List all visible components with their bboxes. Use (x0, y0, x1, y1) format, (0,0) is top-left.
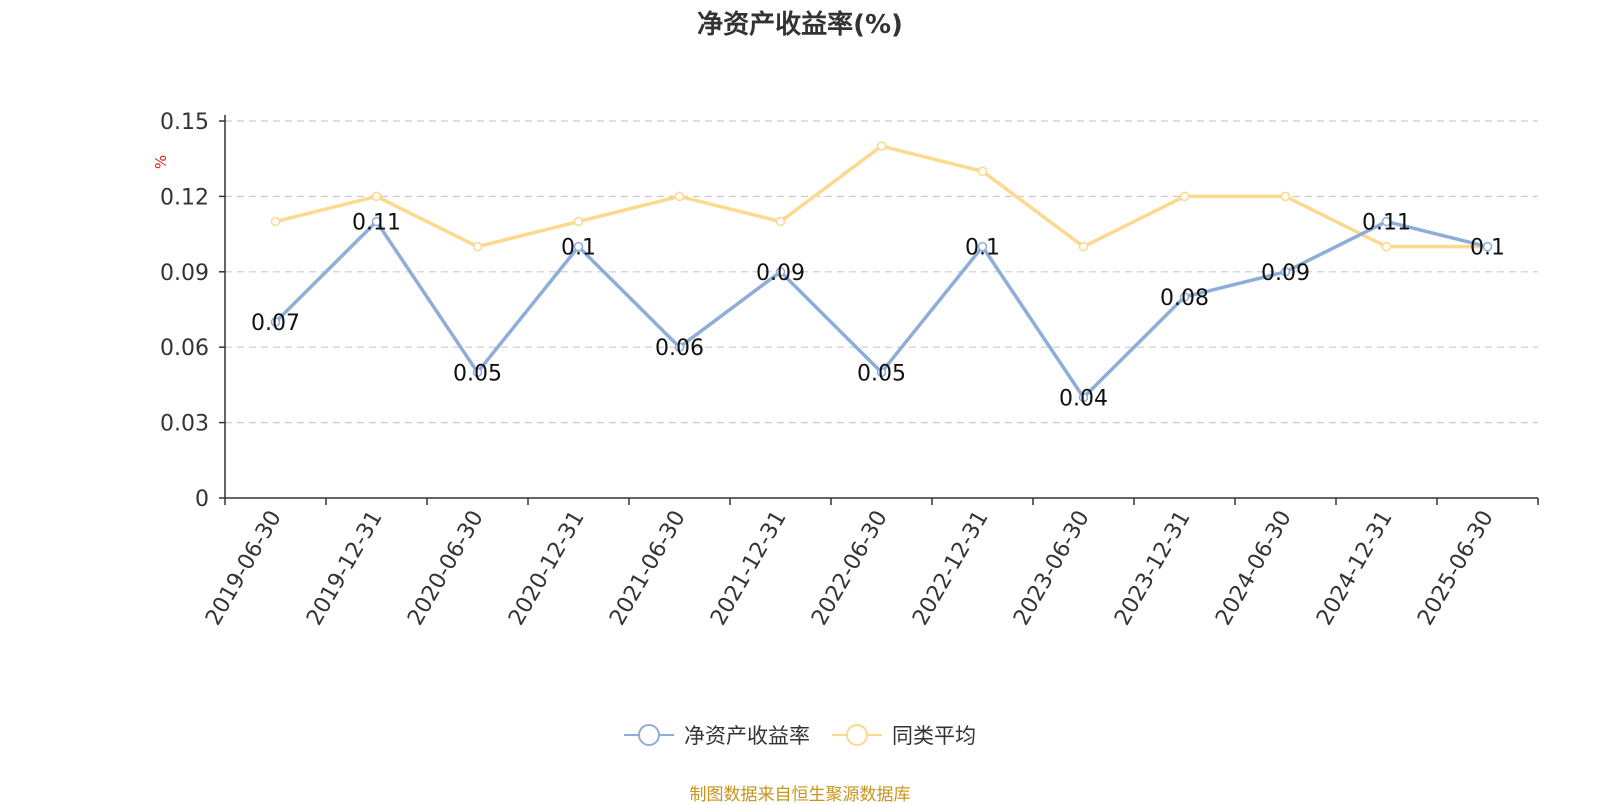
data-label: 0.11 (1362, 211, 1411, 236)
legend-label-peer-average: 同类平均 (892, 724, 976, 748)
y-tick-label: 0.12 (160, 185, 209, 210)
x-tick-label: 2024-12-31 (1312, 507, 1398, 630)
chart-title: 净资产收益率(%) (697, 10, 903, 40)
data-point-roe (674, 342, 685, 352)
data-point-peer-average (270, 216, 281, 227)
data-point-roe (472, 367, 483, 378)
data-point-peer-average (1381, 241, 1392, 252)
data-point-roe (876, 367, 887, 378)
data-point-roe (1482, 241, 1493, 252)
data-point-roe (1179, 292, 1190, 302)
y-tick-label: 0.06 (160, 336, 209, 361)
legend-item-roe[interactable]: 净资产收益率 (624, 720, 810, 750)
data-point-peer-average (876, 141, 887, 151)
x-tick-label: 2020-12-31 (504, 507, 590, 630)
legend-marker-peer-average (832, 724, 882, 746)
data-label: 0.1 (1470, 236, 1505, 261)
data-point-peer-average (1280, 191, 1291, 202)
data-label: 0.06 (655, 336, 704, 361)
data-point-roe (270, 317, 281, 327)
data-point-roe (1280, 267, 1291, 277)
data-label: 0.05 (453, 361, 502, 386)
data-point-peer-average (1078, 241, 1089, 252)
x-tick-label: 2021-06-30 (605, 507, 691, 630)
x-tick-label: 2021-12-31 (706, 507, 792, 630)
data-label: 0.1 (561, 236, 596, 261)
x-tick-label: 2023-12-31 (1110, 507, 1196, 630)
y-axis-unit: % (152, 155, 170, 169)
x-tick-label: 2023-06-30 (1009, 507, 1095, 630)
legend-item-peer-average[interactable]: 同类平均 (832, 720, 976, 750)
data-point-peer-average (775, 216, 786, 227)
data-point-roe (1381, 216, 1392, 227)
legend-label-roe: 净资产收益率 (684, 724, 810, 748)
data-label: 0.04 (1059, 386, 1108, 411)
data-point-roe (775, 267, 786, 277)
x-tick-label: 2019-06-30 (201, 507, 287, 630)
data-point-roe (1078, 392, 1089, 403)
data-point-roe (371, 216, 382, 227)
x-tick-label: 2025-06-30 (1413, 507, 1499, 630)
data-label: 0.09 (1261, 261, 1310, 286)
source-note: 制图数据来自恒生聚源数据库 (689, 785, 911, 805)
x-tick-label: 2022-12-31 (908, 507, 994, 630)
data-label: 0.05 (857, 361, 906, 386)
x-tick-label: 2020-06-30 (403, 507, 489, 630)
y-tick-label: 0.15 (160, 110, 209, 135)
data-point-peer-average (977, 166, 988, 177)
data-point-peer-average (674, 191, 685, 202)
y-tick-label: 0 (195, 487, 209, 512)
legend: 净资产收益率 同类平均 (0, 720, 1600, 750)
x-tick-label: 2024-06-30 (1211, 507, 1297, 630)
data-label: 0.08 (1160, 286, 1209, 311)
x-tick-label: 2019-12-31 (302, 507, 388, 630)
data-label: 0.11 (352, 211, 401, 236)
legend-marker-roe (624, 724, 674, 746)
data-label: 0.09 (756, 261, 805, 286)
data-label: 0.1 (965, 236, 1000, 261)
data-point-peer-average (472, 241, 483, 252)
data-label: 0.07 (251, 311, 300, 336)
data-point-roe (573, 241, 584, 252)
data-point-peer-average (573, 216, 584, 227)
x-tick-label: 2022-06-30 (807, 507, 893, 630)
y-tick-label: 0.03 (160, 412, 209, 437)
data-point-peer-average (371, 191, 382, 202)
data-point-peer-average (1179, 191, 1190, 202)
y-tick-label: 0.09 (160, 261, 209, 286)
data-point-roe (977, 241, 988, 252)
